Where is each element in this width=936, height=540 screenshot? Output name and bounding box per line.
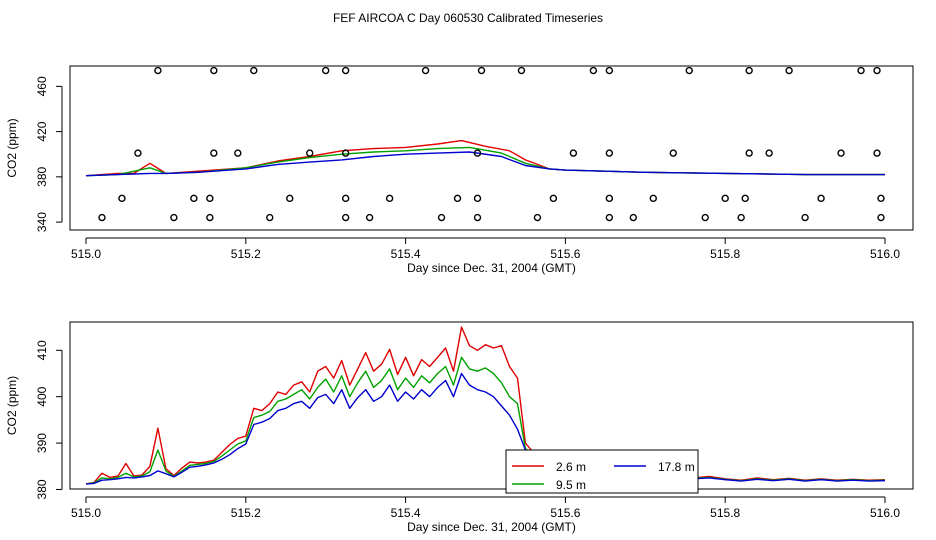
legend-label-17-8-m: 17.8 m <box>658 460 695 474</box>
top-marker-point <box>801 213 809 222</box>
top-y-tick-label: 380 <box>35 167 49 187</box>
top-marker-point <box>250 66 258 75</box>
top-marker-point <box>649 194 657 203</box>
top-marker-point <box>517 66 526 75</box>
figure-title: FEF AIRCOA C Day 060530 Calibrated Times… <box>333 11 603 25</box>
top-marker-point <box>737 213 745 222</box>
top-marker-point <box>473 194 482 203</box>
top-marker-point <box>210 149 218 157</box>
top-marker-point <box>118 194 126 203</box>
bottom-chart-panel: 515.0 515.2 515.4 515.6 515.8 516.0 Day since … <box>5 321 914 534</box>
top-marker-point <box>785 66 793 75</box>
top-marker-point <box>685 66 693 75</box>
top-x-tick-label: 515.4 <box>391 247 421 261</box>
top-marker-point <box>190 194 198 203</box>
top-x-tick-label: 515.6 <box>550 247 580 261</box>
legend-box <box>505 449 699 494</box>
top-marker-point <box>857 66 865 75</box>
top-marker-point <box>341 66 350 75</box>
bottom-y-axis-label: CO2 (ppm) <box>5 376 19 435</box>
top-marker-point <box>605 213 614 222</box>
top-marker-point <box>837 149 845 157</box>
top-x-tick-label: 515.2 <box>231 247 261 261</box>
top-marker-point <box>473 213 482 222</box>
top-marker-point <box>873 66 881 75</box>
top-marker-point <box>234 149 242 157</box>
top-marker-point <box>721 194 729 203</box>
top-series-17-8-m-line <box>85 151 885 177</box>
bottom-x-tick-label: 516.0 <box>870 506 900 520</box>
bottom-x-tick-label: 515.4 <box>391 506 421 520</box>
top-series-2-6-m-line <box>85 139 885 177</box>
top-marker-point <box>134 149 142 157</box>
bottom-series-group <box>85 326 886 485</box>
top-marker-point <box>286 194 294 203</box>
top-marker-point <box>421 66 430 75</box>
top-marker-point <box>453 194 462 203</box>
top-marker-point <box>206 194 214 203</box>
top-chart-panel: 515.0 515.2 515.4 515.6 515.8 516.0 Day since … <box>5 65 914 275</box>
legend-label-2-6-m: 2.6 m <box>556 460 586 474</box>
top-plot-frame <box>69 65 914 231</box>
top-marker-point <box>365 213 374 222</box>
top-marker-point <box>877 194 885 203</box>
top-y-tick-label: 460 <box>35 76 49 96</box>
top-marker-point <box>701 213 709 222</box>
top-marker-point <box>765 149 773 157</box>
bottom-y-tick-label: 380 <box>35 479 49 499</box>
bottom-x-axis-label: Day since Dec. 31, 2004 (GMT) <box>407 520 576 534</box>
top-marker-point <box>322 66 330 75</box>
bottom-series-17-8-m-line <box>85 372 886 485</box>
top-marker-point <box>437 213 446 222</box>
top-marker-point <box>605 194 614 203</box>
top-marker-point <box>206 213 214 222</box>
top-marker-point <box>745 149 753 157</box>
top-x-tick-label: 515.8 <box>710 247 740 261</box>
top-x-axis-label: Day since Dec. 31, 2004 (GMT) <box>407 261 576 275</box>
top-marker-point <box>473 149 482 157</box>
top-marker-point <box>170 213 178 222</box>
top-marker-point <box>533 213 542 222</box>
top-marker-point <box>98 213 106 222</box>
top-marker-point <box>341 149 350 157</box>
top-marker-point <box>569 149 578 157</box>
top-marker-point <box>341 213 350 222</box>
bottom-x-tick-label: 515.6 <box>550 506 580 520</box>
bottom-x-tick-label: 515.2 <box>231 506 261 520</box>
bottom-x-tick-label: 515.0 <box>71 506 101 520</box>
top-y-tick-label: 340 <box>35 212 49 232</box>
top-marker-point <box>741 194 749 203</box>
top-y-axis-label: CO2 (ppm) <box>5 118 19 177</box>
bottom-y-tick-label: 400 <box>35 386 49 406</box>
bottom-y-tick-label: 390 <box>35 433 49 453</box>
top-marker-point <box>477 66 486 75</box>
top-x-tick-label: 515.0 <box>71 247 101 261</box>
top-marker-point <box>873 149 881 157</box>
top-marker-point <box>589 66 598 75</box>
top-marker-point <box>877 213 885 222</box>
top-marker-point <box>154 66 162 75</box>
top-marker-point <box>210 66 218 75</box>
legend-label-9-5-m: 9.5 m <box>556 478 586 492</box>
top-x-tick-label: 516.0 <box>870 247 900 261</box>
bottom-series-2-6-m-line <box>85 326 886 485</box>
top-marker-point <box>745 66 753 75</box>
top-marker-point <box>306 149 314 157</box>
bottom-x-tick-label: 515.8 <box>710 506 740 520</box>
top-marker-point <box>817 194 825 203</box>
top-marker-point <box>605 149 614 157</box>
top-marker-point <box>629 213 638 222</box>
top-y-tick-label: 420 <box>35 121 49 141</box>
top-marker-point <box>549 194 558 203</box>
top-series-group <box>85 139 885 177</box>
top-marker-point <box>266 213 274 222</box>
top-marker-point <box>341 194 350 203</box>
top-marker-point <box>669 149 677 157</box>
bottom-y-tick-label: 410 <box>35 340 49 360</box>
top-marker-point <box>385 194 394 203</box>
top-marker-point <box>605 66 614 75</box>
bottom-plot-frame <box>69 321 914 490</box>
